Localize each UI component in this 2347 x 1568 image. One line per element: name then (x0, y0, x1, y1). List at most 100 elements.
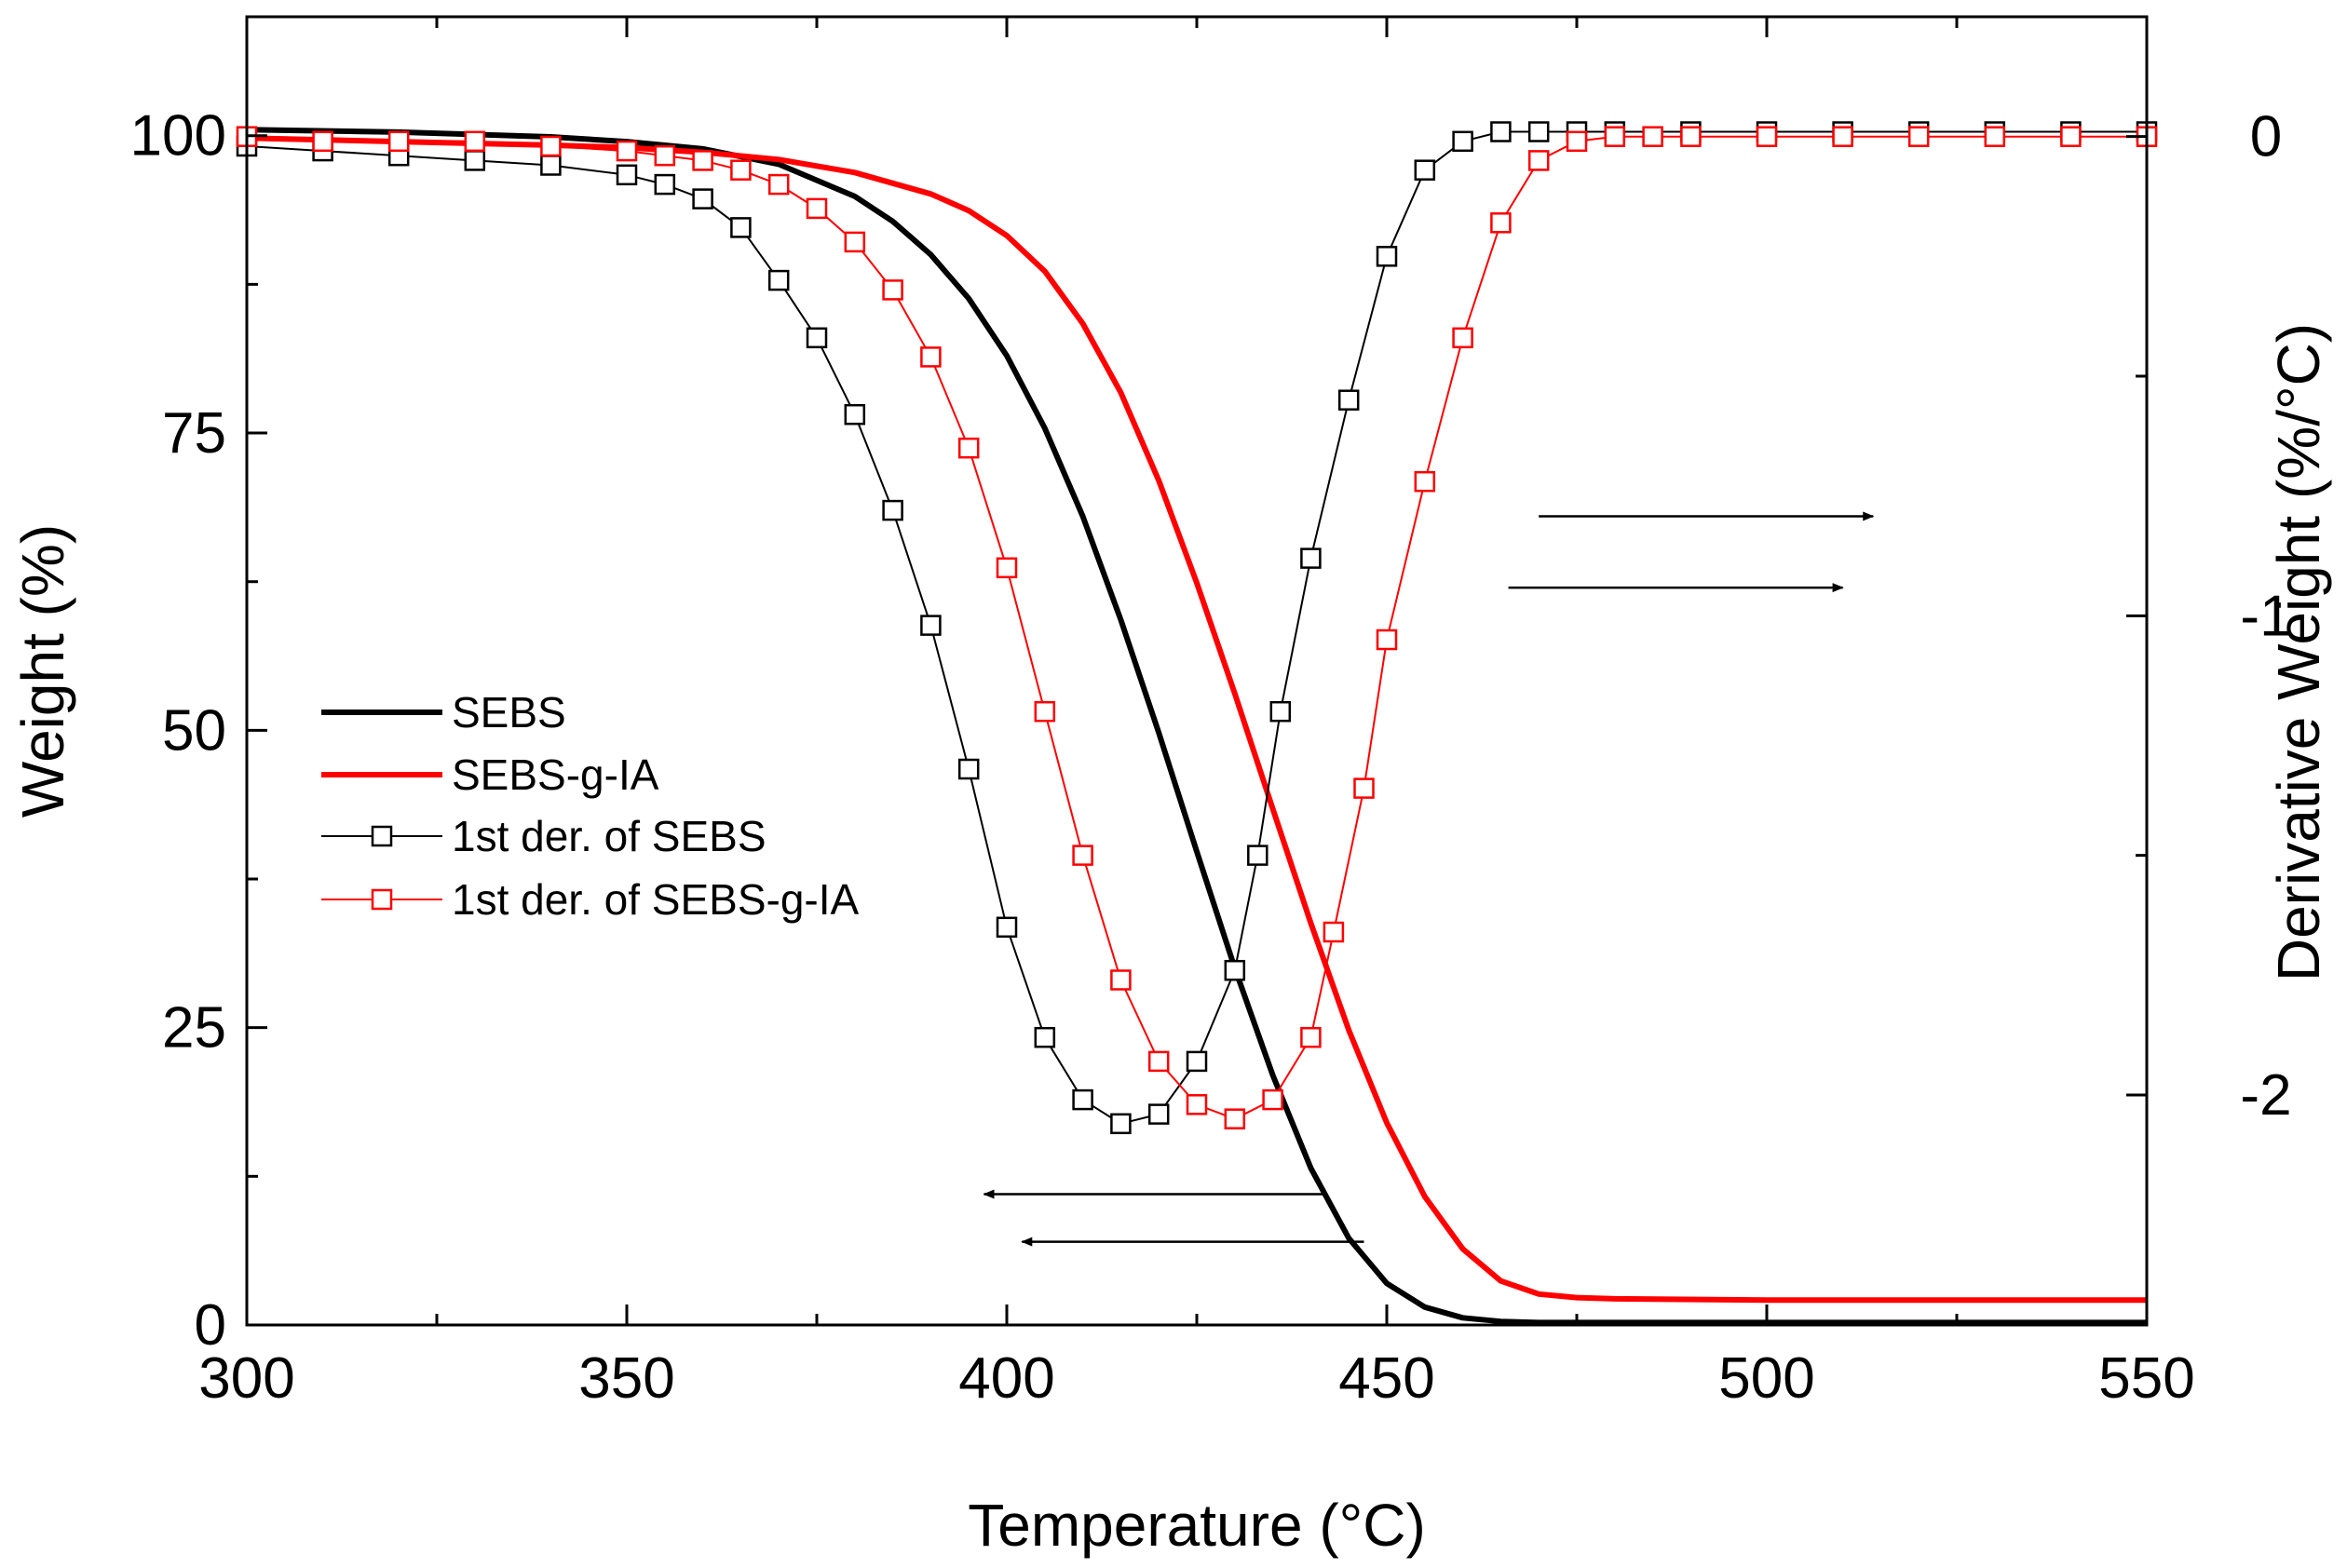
data-point (844, 231, 866, 253)
legend: SEBS SEBS-g-IA 1st der. of SEBS 1st der. of… (321, 688, 860, 924)
data-point (1566, 130, 1588, 153)
data-point (1247, 845, 1268, 866)
y2-tick-label: -2 (2240, 1063, 2291, 1128)
data-point (1034, 1026, 1056, 1048)
data-point (1186, 1094, 1208, 1115)
data-point (806, 327, 828, 349)
data-point (387, 130, 410, 153)
data-point (1337, 389, 1360, 411)
data-point (1832, 126, 1853, 147)
data-point (1376, 246, 1398, 267)
y-tick-label: 50 (162, 698, 226, 763)
data-point (1414, 470, 1436, 493)
data-point (920, 615, 942, 636)
data-point (1414, 159, 1436, 181)
y2-tick-label: 0 (2250, 105, 2282, 169)
y-tick-label: 0 (195, 1293, 226, 1358)
legend-item-3: 1st der. of SEBS (321, 812, 767, 860)
legend-label: SEBS-g-IA (452, 750, 659, 799)
data-point (882, 499, 903, 521)
data-point (1452, 327, 1473, 349)
data-point (844, 403, 866, 426)
y-axis-title: Weight (%) (9, 524, 76, 818)
data-point (1072, 1088, 1093, 1111)
data-point (616, 164, 638, 186)
data-point (464, 130, 486, 153)
data-point (692, 150, 713, 171)
series-3 (236, 121, 2158, 1135)
data-point (1269, 700, 1292, 723)
data-point (1072, 845, 1093, 866)
data-point (1300, 1026, 1322, 1048)
data-point (540, 155, 562, 176)
data-point (767, 173, 790, 196)
data-point (654, 173, 676, 196)
data-point (1604, 126, 1626, 147)
legend-item-4: 1st der. of SEBS-g-IA (321, 875, 860, 924)
data-point (1300, 547, 1322, 569)
y-tick-label: 75 (162, 401, 226, 466)
legend-marker (371, 825, 393, 847)
data-point (996, 916, 1018, 939)
plot-frame (245, 15, 2149, 1327)
y-tick-label: 100 (130, 104, 226, 169)
data-point (692, 188, 713, 210)
legend-label: SEBS (452, 688, 566, 737)
data-point (2060, 126, 2082, 147)
data-point (920, 346, 942, 368)
data-point (1262, 1088, 1283, 1111)
data-point (730, 159, 752, 181)
data-point (1642, 126, 1663, 147)
data-point (806, 197, 828, 220)
data-point (1224, 959, 1246, 981)
data-point (1527, 121, 1550, 142)
data-point (540, 135, 562, 157)
y2-tick-label: -1 (2240, 584, 2291, 648)
series-line (246, 135, 2147, 1120)
data-point (1186, 1050, 1208, 1073)
data-point (1147, 1103, 1170, 1125)
data-point (1110, 969, 1132, 991)
x-tick-label: 500 (1718, 1346, 1814, 1411)
data-point (1376, 629, 1398, 651)
legend-item-2: SEBS-g-IA (321, 750, 659, 799)
data-point (767, 269, 790, 291)
data-point (957, 758, 980, 780)
legend-item-1: SEBS (321, 688, 566, 737)
y-tick-label: 25 (162, 996, 226, 1061)
data-point (1984, 126, 2006, 147)
data-point (616, 140, 638, 162)
x-tick-label: 300 (198, 1346, 294, 1411)
legend-label: 1st der. of SEBS (452, 812, 767, 860)
x-tick-label: 350 (578, 1346, 674, 1411)
y2-axis-title: Derivative Weight (%/°C) (2265, 323, 2332, 981)
data-point (1323, 921, 1345, 943)
data-point (1907, 126, 1930, 147)
data-point (1527, 150, 1550, 171)
data-point (654, 144, 676, 167)
data-point (1034, 700, 1056, 723)
data-point (1110, 1113, 1132, 1135)
data-point (730, 217, 752, 238)
data-point (312, 130, 333, 153)
x-tick-label: 550 (2098, 1346, 2194, 1411)
series-line (246, 130, 2147, 1125)
data-point (464, 150, 486, 171)
x-tick-label: 450 (1338, 1346, 1434, 1411)
data-point (1490, 121, 1512, 142)
data-point (1756, 126, 1778, 147)
data-point (1147, 1050, 1170, 1073)
x-axis-title: Temperature (°C) (968, 1492, 1426, 1559)
data-point (882, 279, 903, 301)
legend-label: 1st der. of SEBS-g-IA (452, 875, 860, 924)
data-point (957, 437, 980, 459)
x-tick-label: 400 (958, 1346, 1054, 1411)
data-point (1224, 1108, 1246, 1129)
legend-marker (371, 888, 393, 911)
data-point (1452, 130, 1473, 153)
series-4 (236, 126, 2158, 1129)
data-point (1353, 777, 1375, 799)
data-point (1680, 126, 1702, 147)
series-2 (246, 135, 2147, 1304)
